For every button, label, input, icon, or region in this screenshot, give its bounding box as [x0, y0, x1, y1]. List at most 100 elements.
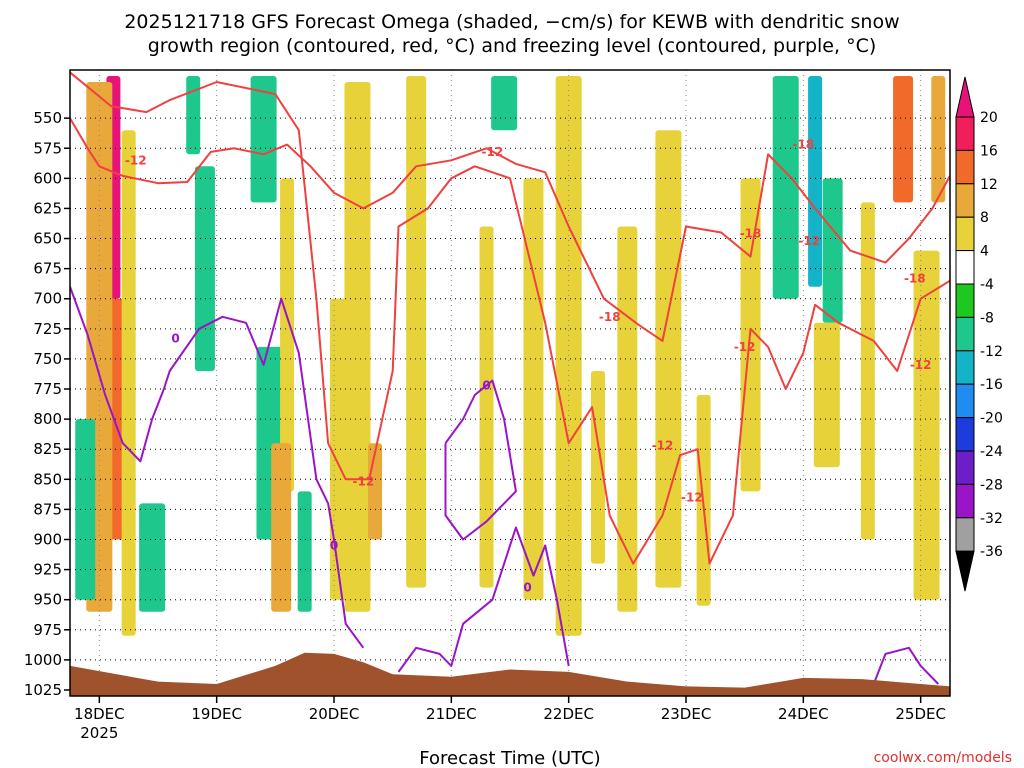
- omega-cell: [186, 76, 201, 155]
- y-tick-label: 675: [33, 260, 62, 278]
- chart-title-line2: growth region (contoured, red, °C) and f…: [148, 35, 877, 57]
- omega-cell: [491, 76, 518, 131]
- freezing-label: 0: [330, 539, 338, 553]
- y-tick-label: 975: [33, 621, 62, 639]
- omega-cell: [523, 178, 544, 600]
- colorbar-label: 8: [980, 210, 989, 226]
- y-tick-label: 650: [33, 230, 62, 248]
- terrain: [70, 652, 950, 696]
- colorbar-swatch: [955, 383, 975, 419]
- x-tick-label: 21DEC: [426, 705, 477, 723]
- y-tick-label: 900: [33, 531, 62, 549]
- y-axis: 550 575 600 625 650 675 700 725 750 775 800 825 850 8…: [24, 109, 70, 699]
- omega-cell: [860, 202, 875, 540]
- colorbar-label: -4: [980, 277, 994, 293]
- colorbar-top-arrow: [955, 76, 975, 118]
- colorbar-swatch: [955, 149, 975, 185]
- colorbar-label: -20: [980, 411, 1003, 427]
- y-tick-label: 875: [33, 500, 62, 518]
- omega-cell: [139, 503, 166, 612]
- y-tick-label: 1025: [24, 681, 62, 699]
- dgz-label: -18: [599, 310, 621, 324]
- omega-cell: [368, 443, 383, 540]
- omega-cell: [250, 76, 277, 203]
- colorbar-swatch: [955, 216, 975, 252]
- dgz-label: -12: [125, 153, 147, 167]
- colorbar-label: -16: [980, 377, 1003, 393]
- y-tick-label: 1000: [24, 651, 62, 669]
- omega-cell: [194, 166, 215, 371]
- y-tick-label: 700: [33, 290, 62, 308]
- credit-text: coolwx.com/models: [874, 750, 1012, 766]
- omega-cell: [280, 178, 295, 492]
- x-tick-label: 22DEC: [543, 705, 594, 723]
- y-tick-label: 950: [33, 591, 62, 609]
- terrain-fill: [70, 652, 950, 696]
- omega-cell: [772, 76, 799, 299]
- omega-cell: [591, 370, 605, 564]
- colorbar: 20 16 12 8 4 -4 -8 -12 -16 -20 -24 -28 -32 -36: [955, 76, 1003, 592]
- omega-cell: [406, 76, 427, 588]
- y-tick-label: 850: [33, 470, 62, 488]
- omega-cell: [121, 130, 136, 636]
- freezing-contour: [444, 379, 517, 541]
- y-tick-label: 925: [33, 561, 62, 579]
- y-tick-label: 775: [33, 380, 62, 398]
- colorbar-swatch: [955, 517, 975, 552]
- colorbar-swatch: [955, 350, 975, 385]
- colorbar-bottom-arrow: [955, 550, 975, 592]
- y-tick-label: 625: [33, 199, 62, 217]
- x-tick-label: 24DEC: [778, 705, 829, 723]
- dgz-label: -12: [681, 490, 703, 504]
- colorbar-label: -24: [980, 444, 1003, 460]
- omega-cell: [271, 443, 292, 612]
- freezing-label: 0: [171, 331, 179, 345]
- x-axis-label: Forecast Time (UTC): [419, 748, 600, 768]
- dgz-label: -12: [652, 439, 674, 453]
- x-tick-label: 25DEC: [895, 705, 946, 723]
- plot-frame: [69, 69, 951, 697]
- freezing-contour: [397, 526, 570, 673]
- dgz-contour: [70, 71, 950, 565]
- omega-cell: [617, 226, 638, 612]
- dgz-contour: [70, 117, 950, 342]
- colorbar-label: 4: [980, 244, 989, 260]
- dgz-label: -18: [740, 227, 762, 241]
- freezing-contour: [872, 646, 940, 685]
- omega-cell: [297, 491, 312, 612]
- x-tick-label: 19DEC: [191, 705, 242, 723]
- x-tick-sublabel: 2025: [80, 724, 118, 742]
- y-tick-label: 725: [33, 320, 62, 338]
- colorbar-label: 16: [980, 143, 998, 159]
- y-tick-label: 600: [33, 169, 62, 187]
- omega-cell: [931, 76, 946, 203]
- dgz-label: -12: [352, 475, 374, 489]
- colorbar-swatch: [955, 417, 975, 452]
- omega-cell: [913, 250, 940, 600]
- colorbar-swatch: [955, 116, 975, 151]
- dgz-label: -12: [734, 340, 756, 354]
- colorbar-label: -32: [980, 511, 1003, 527]
- colorbar-label: -36: [980, 544, 1003, 560]
- x-tick-label: 20DEC: [309, 705, 360, 723]
- y-tick-label: 750: [33, 350, 62, 368]
- colorbar-swatch: [955, 283, 975, 318]
- colorbar-label: -12: [980, 344, 1003, 360]
- y-tick-label: 800: [33, 410, 62, 428]
- omega-cell: [808, 76, 823, 287]
- colorbar-label: -28: [980, 477, 1003, 493]
- x-tick-label: 23DEC: [661, 705, 712, 723]
- colorbar-swatch: [955, 483, 975, 519]
- temperature-contours: [70, 71, 950, 685]
- colorbar-swatch: [955, 183, 975, 218]
- dgz-label: -18: [904, 271, 926, 285]
- y-tick-label: 575: [33, 139, 62, 157]
- omega-cell: [893, 76, 914, 203]
- colorbar-label: -8: [980, 310, 994, 326]
- chart-title-line1: 2025121718 GFS Forecast Omega (shaded, −…: [124, 11, 899, 33]
- freezing-label: 0: [482, 378, 490, 392]
- omega-cell: [813, 322, 840, 468]
- omega-cell: [479, 226, 494, 588]
- omega-cell: [822, 178, 843, 323]
